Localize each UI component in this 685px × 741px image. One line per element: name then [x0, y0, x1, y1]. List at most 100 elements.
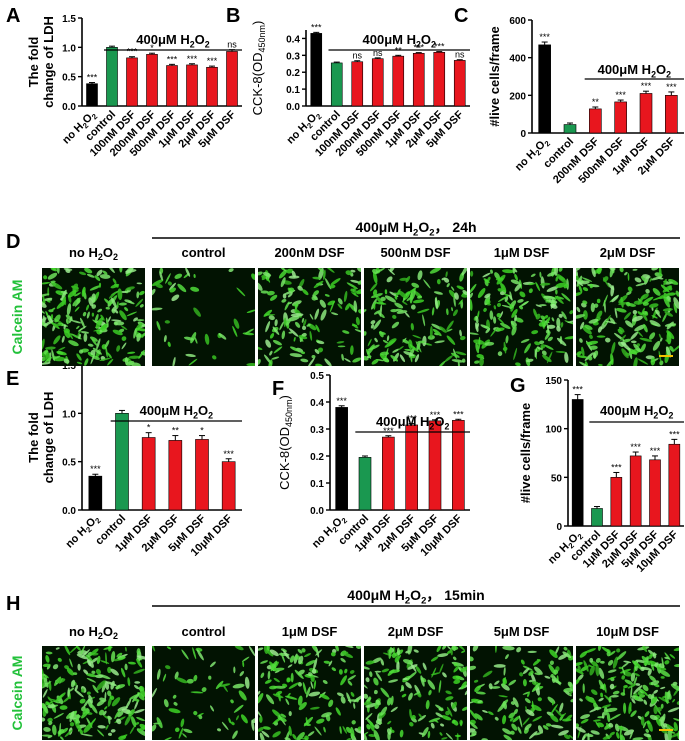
condition-label: 400μM H2O2 [600, 403, 674, 420]
y-tick-label: 100 [545, 425, 562, 436]
cell-layer [258, 268, 361, 366]
bar [591, 508, 603, 527]
significance-label: *** [311, 22, 322, 32]
condition-label: 400μM H2O2 [598, 62, 672, 79]
cell-layer [42, 646, 145, 740]
y-tick-label: 0.0 [310, 506, 324, 517]
bar [571, 399, 584, 527]
micrograph-image [42, 268, 145, 366]
y-tick-label: 0.0 [62, 102, 76, 113]
stain-label: Calcein AM [9, 656, 25, 731]
micrograph-image [42, 646, 145, 740]
y-tick-label: 50 [551, 473, 563, 484]
image-label: 10μM DSF [596, 624, 659, 639]
significance-label: *** [434, 42, 445, 52]
panel-label: A [6, 5, 20, 27]
bar [538, 44, 551, 134]
bar [195, 439, 209, 511]
image-label: control [181, 624, 225, 639]
significance-label: * [147, 423, 151, 433]
cell-layer [364, 646, 467, 740]
significance-label: *** [615, 90, 626, 100]
y-tick-label: 0.5 [62, 73, 76, 84]
bar [412, 53, 425, 107]
significance-label: ** [592, 97, 600, 107]
bar [629, 455, 642, 527]
micrograph-background [364, 268, 467, 366]
stain-label: Calcein AM [9, 280, 25, 355]
image-label: 500nM DSF [380, 245, 450, 260]
cell-layer [470, 268, 573, 366]
bar [589, 108, 602, 134]
bar [106, 47, 118, 107]
micrograph-background [258, 268, 361, 366]
panel-label: B [226, 5, 240, 27]
significance-label: *** [90, 464, 101, 474]
significance-label: ** [172, 426, 180, 436]
bar [226, 51, 238, 107]
category-label: no H2O2 [64, 513, 103, 552]
image-label: control [181, 245, 225, 260]
bar [428, 420, 442, 511]
cell-layer [470, 646, 573, 740]
condition-label: 400μM H2O2 [376, 414, 450, 431]
y-tick-label: 200 [509, 91, 526, 102]
bar [649, 459, 661, 527]
significance-label: ns [373, 48, 383, 58]
y-tick-label: 0.4 [310, 398, 324, 409]
image-label: 5μM DSF [494, 624, 550, 639]
significance-label: ns [227, 40, 237, 50]
significance-label: * [150, 43, 154, 53]
cell-layer [152, 268, 255, 366]
y-tick-label: 1.5 [62, 361, 76, 372]
significance-label: *** [207, 56, 218, 66]
micrograph-row-D: D 400μM H2O2， 24h Calcein AM no H2O2 control… [6, 219, 680, 366]
condition-label: 400μM H2O2， 24h [355, 219, 476, 239]
y-tick-label: 0.1 [310, 479, 324, 490]
panel-label: H [6, 593, 20, 615]
bar [335, 407, 348, 511]
y-tick-label: 600 [509, 16, 526, 27]
significance-label: *** [650, 446, 661, 456]
y-tick-label: 0.4 [286, 34, 300, 45]
significance-label: *** [413, 43, 424, 53]
panel-label: E [6, 368, 19, 390]
condition-label: 400μM H2O2 [136, 32, 210, 49]
y-axis-label: The foldchange of LDH [26, 392, 56, 484]
micrograph-image [470, 268, 573, 366]
micrograph-row-H: H 400μM H2O2， 15min Calcein AM no H2O2 contr… [6, 587, 680, 740]
bar [206, 66, 218, 107]
panel-label: F [272, 378, 284, 400]
significance-label: *** [430, 410, 441, 420]
bar [665, 95, 678, 134]
significance-label: *** [167, 54, 178, 64]
significance-label: *** [539, 32, 550, 42]
bar [126, 57, 138, 107]
bar [330, 62, 343, 107]
bar [166, 65, 178, 107]
bar [146, 54, 158, 107]
cell-layer [258, 646, 361, 740]
image-label: 2μM DSF [388, 624, 444, 639]
bar [668, 443, 681, 527]
micrograph-image [576, 268, 679, 366]
y-tick-label: 1.5 [62, 14, 76, 25]
micrograph-image [364, 646, 467, 740]
micrograph-background [152, 268, 255, 366]
y-tick-label: 1.0 [62, 409, 76, 420]
significance-label: *** [336, 396, 347, 406]
y-tick-label: 150 [545, 376, 562, 387]
y-tick-label: 0.3 [286, 51, 300, 62]
y-tick-label: 0.5 [310, 371, 324, 382]
bar [115, 413, 129, 511]
bar [639, 93, 653, 134]
y-tick-label: 0.2 [310, 452, 324, 463]
bar [614, 101, 627, 134]
significance-label: *** [669, 429, 680, 439]
significance-label: *** [223, 449, 234, 459]
significance-label: *** [383, 426, 394, 436]
cell-layer [42, 268, 145, 366]
